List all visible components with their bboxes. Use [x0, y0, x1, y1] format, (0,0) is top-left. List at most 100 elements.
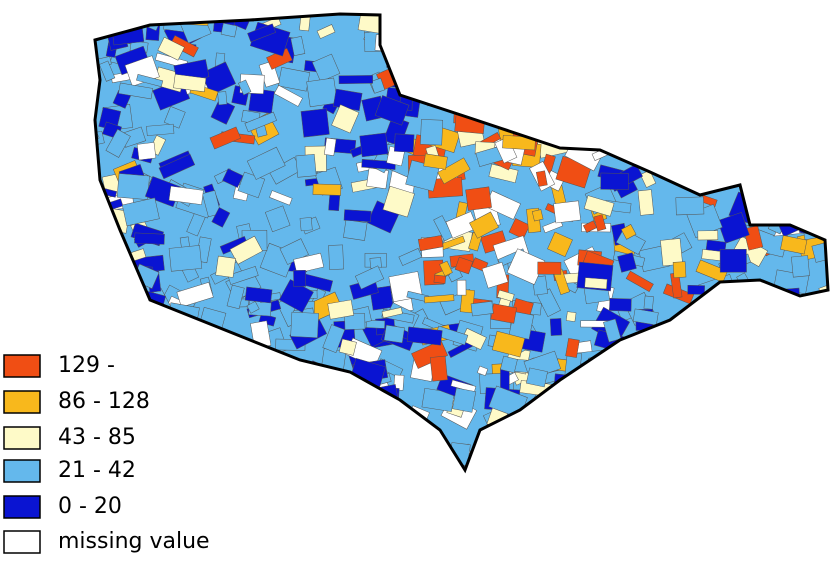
tract — [268, 412, 296, 430]
tract — [480, 91, 503, 116]
tract — [152, 349, 186, 384]
tract — [776, 123, 811, 151]
tract — [600, 172, 629, 190]
tract — [760, 66, 771, 79]
tract — [636, 133, 658, 146]
tract — [679, 404, 707, 429]
tract — [180, 447, 213, 470]
tract — [220, 22, 238, 38]
tract — [630, 35, 649, 56]
tract — [95, 17, 103, 36]
tract — [686, 47, 707, 61]
tract — [684, 145, 722, 174]
tract — [676, 456, 699, 470]
tract — [771, 363, 788, 378]
tract — [734, 389, 763, 417]
tract — [750, 22, 775, 49]
tract — [128, 326, 155, 343]
tract — [567, 113, 586, 135]
tract — [747, 399, 777, 419]
tract — [469, 211, 499, 239]
tract — [646, 395, 674, 406]
tract — [578, 111, 596, 122]
tract — [724, 352, 741, 367]
legend-label: 21 - 42 — [58, 458, 136, 483]
tract — [603, 387, 616, 414]
tract — [418, 456, 447, 470]
tract — [673, 155, 689, 175]
tract — [620, 409, 646, 431]
tract — [582, 220, 598, 233]
tract — [814, 98, 828, 113]
tract — [356, 407, 381, 422]
tract — [380, 14, 410, 30]
tract — [794, 458, 804, 466]
tract — [286, 368, 304, 392]
tract — [686, 110, 712, 131]
tract — [420, 119, 444, 146]
tract — [575, 26, 608, 45]
tract — [476, 365, 489, 377]
tract — [179, 236, 190, 248]
tract — [561, 74, 592, 95]
tract — [99, 60, 116, 82]
tract — [786, 329, 818, 352]
tract — [664, 45, 698, 72]
tract — [684, 398, 699, 415]
tract — [742, 345, 762, 361]
tract — [95, 252, 111, 272]
tract — [95, 14, 116, 32]
tract — [352, 466, 375, 470]
tract — [686, 370, 702, 388]
tract — [737, 304, 750, 323]
tract — [213, 372, 242, 403]
tract — [620, 224, 637, 240]
tract — [733, 311, 751, 322]
tract — [768, 350, 785, 365]
tract — [749, 77, 779, 108]
tract — [299, 217, 313, 232]
tract — [624, 85, 661, 114]
tract — [382, 185, 415, 218]
tract — [672, 261, 687, 278]
tract — [185, 336, 220, 367]
tract — [714, 403, 729, 422]
tract — [662, 36, 686, 55]
tract — [731, 445, 743, 466]
tract — [537, 261, 562, 275]
tract — [618, 438, 632, 454]
tract — [478, 454, 512, 467]
tract — [681, 435, 711, 463]
tract — [269, 190, 293, 206]
tract — [236, 421, 248, 446]
legend-swatch — [3, 459, 41, 483]
tract — [637, 189, 655, 216]
tract — [247, 23, 276, 43]
tract — [327, 299, 355, 320]
tract — [460, 53, 484, 78]
tract — [536, 50, 560, 75]
tract — [410, 422, 427, 443]
tract — [465, 186, 492, 211]
tract — [323, 137, 337, 156]
tract — [374, 95, 410, 126]
tract — [715, 358, 743, 373]
tract — [354, 265, 385, 290]
tract — [738, 438, 776, 470]
tract — [149, 325, 164, 342]
tract — [417, 235, 444, 252]
tract — [196, 14, 218, 21]
tract — [532, 400, 553, 420]
tract — [739, 458, 765, 470]
tract — [313, 380, 346, 405]
tract — [607, 409, 639, 439]
tract — [702, 328, 715, 339]
tract — [299, 369, 321, 390]
tract — [632, 308, 659, 326]
tract — [629, 462, 667, 470]
tract — [743, 59, 769, 79]
tract — [795, 392, 828, 421]
tract — [482, 14, 492, 26]
tract — [148, 408, 184, 424]
tract — [568, 19, 586, 37]
